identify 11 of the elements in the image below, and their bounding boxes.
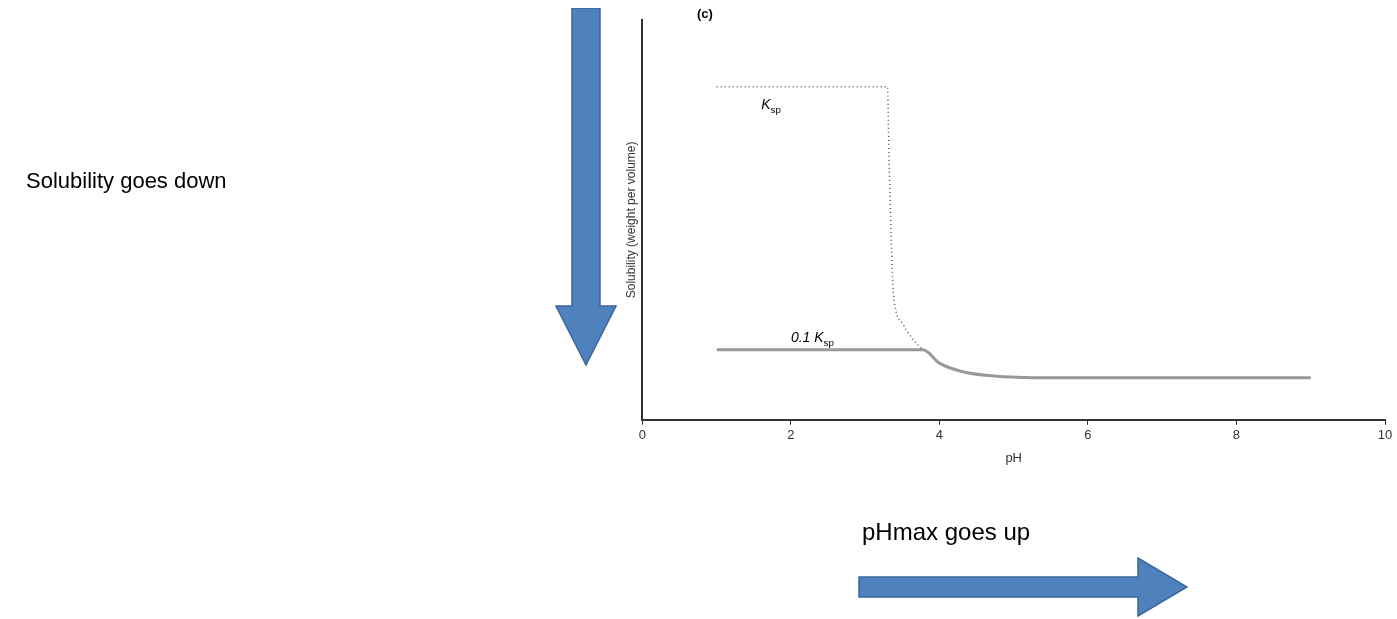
x-tick-label: 2 bbox=[787, 427, 795, 443]
x-tick-label: 8 bbox=[1232, 427, 1241, 443]
x-tick-label: 4 bbox=[935, 427, 944, 443]
y-axis-title: Solubility (weight per volume) bbox=[623, 141, 638, 299]
x-tick-label: 0 bbox=[638, 427, 647, 443]
text: (c) bbox=[697, 6, 713, 21]
text: Solubility goes down bbox=[26, 168, 227, 194]
x-axis-title: pH bbox=[1005, 449, 1023, 465]
x-tick-label: 6 bbox=[1084, 427, 1092, 443]
text: pHmax goes up bbox=[862, 518, 1031, 546]
x-tick-label: 10 bbox=[1377, 427, 1393, 443]
